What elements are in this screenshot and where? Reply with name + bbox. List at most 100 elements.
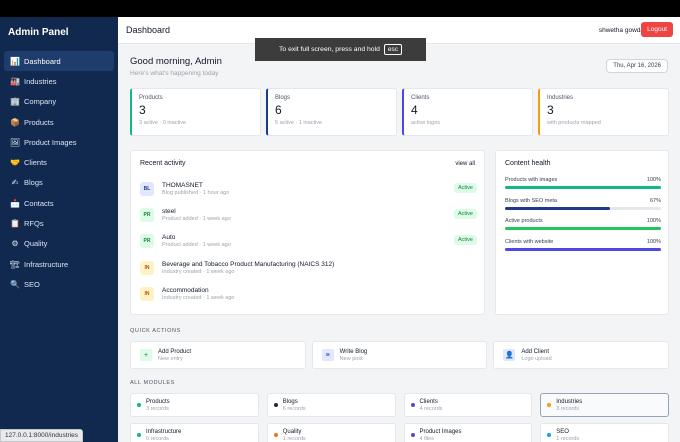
module-count: 3 records [556, 405, 580, 412]
quick-actions-label: QUICK ACTIONS [130, 328, 181, 334]
pen-icon: ✍ [11, 178, 19, 188]
write-blog-button[interactable]: ≡ Write Blog New post [311, 341, 488, 369]
stat-label: Blogs [275, 95, 291, 101]
sidebar-item-contacts[interactable]: 📩 Contacts [4, 193, 114, 213]
progress-fill [505, 186, 661, 189]
sidebar-item-label: Products [24, 117, 54, 127]
sidebar-item-infrastructure[interactable]: 🏗 Infrastructure [4, 254, 114, 274]
logout-button[interactable]: Logout [641, 22, 673, 37]
module-title: Blogs [282, 398, 298, 405]
activity-meta: Product added · 1 week ago [162, 242, 231, 248]
module-card-clients[interactable]: Clients 4 records [403, 393, 533, 417]
module-card-infrastructure[interactable]: Infrastructure 0 records [130, 423, 259, 442]
sidebar-item-dashboard[interactable]: 📊 Dashboard [4, 51, 114, 72]
activity-type-badge: IN [140, 261, 154, 275]
date-badge: Thu, Apr 16, 2026 [606, 59, 668, 73]
module-count: 4 files [419, 435, 434, 442]
action-title: Add Product [158, 348, 192, 355]
progress-bar [505, 186, 661, 189]
activity-meta: Industry created · 1 week ago [162, 295, 235, 301]
sidebar-item-label: Quality [24, 239, 48, 249]
health-label: Active products [505, 218, 543, 224]
progress-bar [505, 207, 661, 210]
brand-title: Admin Panel [8, 27, 69, 38]
stat-subtext: active logos [411, 120, 441, 126]
module-card-industries[interactable]: Industries 3 records [540, 393, 669, 417]
stat-value: 3 [547, 103, 554, 117]
sidebar-item-industries[interactable]: 🏭 Industries [4, 71, 114, 91]
health-label: Blogs with SEO meta [505, 198, 557, 204]
status-dot [273, 433, 278, 437]
construction-icon: 🏗 [9, 259, 21, 269]
module-count: 6 records [282, 405, 306, 412]
module-title: SEO [556, 428, 569, 435]
activity-row[interactable]: PR steel Product added · 1 week ago Activ… [140, 204, 477, 226]
document-icon: ≡ [321, 349, 334, 361]
factory-icon: 🏭 [10, 76, 20, 86]
stat-card-products[interactable]: Products 3 3 active · 0 inactive [130, 88, 261, 136]
view-all-link[interactable]: view all [455, 161, 475, 167]
module-title: Industries [556, 398, 583, 405]
sidebar-item-rfqs[interactable]: 📋 RFQs [4, 213, 114, 233]
module-card-products[interactable]: Products 3 records [130, 393, 259, 417]
status-dot [137, 403, 141, 407]
stat-value: 4 [411, 103, 418, 117]
sidebar-item-seo[interactable]: 🔍 SEO [4, 274, 114, 294]
health-label: Clients with website [505, 239, 554, 245]
activity-type-badge: PR [140, 234, 154, 248]
activity-type-badge: BL [140, 182, 154, 196]
stat-label: Industries [547, 95, 574, 101]
activity-row[interactable]: IN Accommodation Industry created · 1 wee… [140, 283, 477, 305]
sidebar-item-quality[interactable]: ⚙ Quality [4, 234, 114, 254]
content-health-card: Content health Products with images 100% … [495, 150, 669, 315]
module-card-blogs[interactable]: Blogs 6 records [266, 393, 396, 417]
stat-card-industries[interactable]: Industries 3 with products mapped [538, 88, 669, 136]
status-badge: Active [454, 183, 477, 193]
sidebar-item-blogs[interactable]: ✍ Blogs [4, 173, 114, 193]
browser-top-bar [0, 0, 680, 17]
progress-fill [505, 227, 661, 230]
sidebar-item-label: Infrastructure [24, 259, 69, 269]
activity-meta: Product added · 1 week ago [162, 216, 231, 222]
module-count: 1 records [282, 435, 306, 442]
health-percent: 67% [649, 198, 661, 204]
status-badge: Active [454, 235, 477, 245]
stat-card-blogs[interactable]: Blogs 6 5 active · 1 inactive [266, 88, 397, 136]
stat-value: 6 [275, 103, 282, 117]
add-client-button[interactable]: 👤 Add Client Logo upload [493, 341, 670, 369]
module-title: Clients [419, 398, 438, 405]
action-subtitle: New post [339, 355, 363, 362]
module-title: Quality [282, 428, 302, 435]
sidebar-item-products[interactable]: 📦 Products [4, 112, 114, 132]
clipboard-icon: 📋 [10, 219, 20, 229]
module-card-product-images[interactable]: Product Images 4 files [403, 423, 533, 442]
sidebar-item-label: RFQs [24, 219, 44, 229]
greeting: Good morning, Admin Here's what's happen… [130, 56, 222, 77]
sidebar-item-clients[interactable]: 🤝 Clients [4, 152, 114, 172]
sidebar-item-label: Clients [24, 158, 47, 168]
add-product-button[interactable]: + Add Product New entry [130, 341, 306, 369]
health-row: Active products 100% [505, 218, 661, 230]
module-count: 1 records [556, 435, 580, 442]
progress-fill [505, 207, 610, 210]
plus-icon: + [140, 349, 152, 361]
activity-meta: Industry created · 1 week ago [162, 269, 235, 275]
module-count: 0 records [146, 435, 169, 442]
module-title: Product Images [419, 428, 462, 435]
activity-name: THOMASNET [162, 182, 203, 189]
health-percent: 100% [646, 177, 661, 183]
health-row: Blogs with SEO meta 67% [505, 198, 661, 210]
stat-card-clients[interactable]: Clients 4 active logos [402, 88, 533, 136]
sidebar-item-company[interactable]: 🏢 Company [4, 92, 114, 112]
activity-name: Accommodation [162, 287, 209, 294]
sidebar-item-product-images[interactable]: 🖼 Product Images [4, 132, 114, 152]
card-title: Content health [505, 160, 551, 167]
module-card-seo[interactable]: SEO 1 records [540, 423, 669, 442]
action-title: Add Client [521, 348, 550, 355]
activity-row[interactable]: BL THOMASNET Blog published · 1 hour ago … [140, 178, 477, 200]
activity-row[interactable]: IN Beverage and Tobacco Product Manufact… [140, 257, 477, 279]
module-card-quality[interactable]: Quality 1 records [266, 423, 396, 442]
all-modules-label: ALL MODULES [130, 380, 175, 386]
activity-row[interactable]: PR Auto Product added · 1 week ago Active [140, 230, 477, 252]
package-icon: 📦 [10, 117, 20, 127]
